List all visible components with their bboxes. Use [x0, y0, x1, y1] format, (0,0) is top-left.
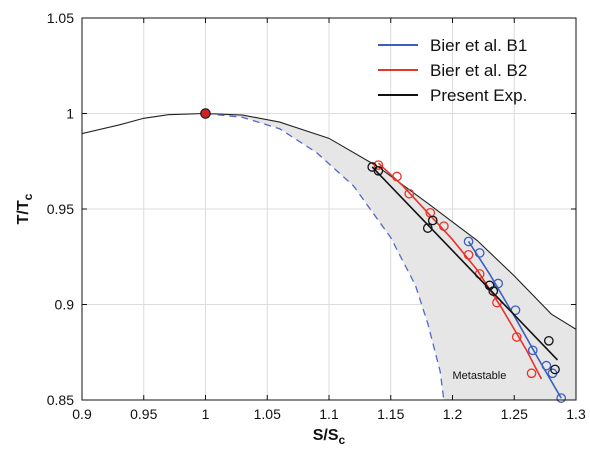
x-tick-label: 1.1 [319, 406, 339, 422]
x-tick-label: 1 [202, 406, 210, 422]
legend-label: Bier et al. B1 [430, 36, 527, 55]
series-2 [367, 162, 560, 375]
metastable-region [205, 113, 576, 400]
data-point [527, 345, 538, 356]
y-tick-label: 0.95 [47, 201, 74, 217]
spinodal-curve [205, 112, 445, 400]
data-point [492, 297, 502, 308]
data-point [511, 332, 522, 342]
data-point [373, 160, 384, 170]
x-tick-label: 1.25 [501, 406, 528, 422]
x-tick-label: 1.15 [377, 406, 404, 422]
data-point [541, 360, 552, 371]
data-point [392, 171, 402, 182]
x-axis-label-sub: c [339, 433, 346, 447]
x-tick-label: 1.3 [566, 406, 586, 422]
y-tick-label: 0.85 [47, 392, 74, 408]
y-axis-label-sub: c [21, 193, 35, 200]
data-point [543, 335, 554, 346]
data-point [526, 368, 537, 379]
data-point [404, 188, 415, 199]
data-point [556, 393, 567, 403]
legend-label: Bier et al. B2 [430, 61, 527, 80]
y-axis-label: T/Tc [15, 193, 35, 224]
data-point [422, 223, 433, 233]
data-point [439, 221, 449, 232]
y-axis-label-main: T/T [15, 200, 32, 224]
data-point [550, 364, 560, 375]
metastable-annotation: Metastable [453, 370, 507, 382]
y-tick-label: 1 [66, 106, 74, 122]
data-point [373, 165, 384, 176]
x-axis-label-main: S/S [313, 427, 339, 444]
ticks: 0.9 0.95 1 1.05 1.1 1.15 1.2 1.25 1.30.850.90.95… [47, 10, 586, 422]
data-point [510, 305, 521, 316]
plot-area: 0.9 0.95 1 1.05 1.1 1.15 1.2 1.25 1.30.850.90.95… [15, 10, 586, 447]
data-point [463, 236, 474, 247]
data-point [474, 248, 485, 258]
x-tick-label: 1.05 [254, 406, 281, 422]
legend-label: Present Exp. [430, 86, 527, 105]
data-point [427, 215, 438, 226]
x-tick-label: 0.95 [130, 406, 157, 422]
data-point [488, 286, 499, 296]
x-tick-label: 1.2 [443, 406, 463, 422]
legend: Bier et al. B1 Bier et al. B2 Present Exp. [378, 36, 527, 105]
binodal-curve [82, 112, 576, 330]
data-point [463, 249, 474, 260]
x-axis-label: S/Sc [313, 427, 346, 447]
x-tick-label: 0.9 [72, 406, 92, 422]
y-tick-label: 0.9 [55, 297, 75, 313]
series-fit-line [371, 166, 559, 361]
critical-point [200, 108, 211, 119]
y-tick-label: 1.05 [47, 10, 74, 26]
